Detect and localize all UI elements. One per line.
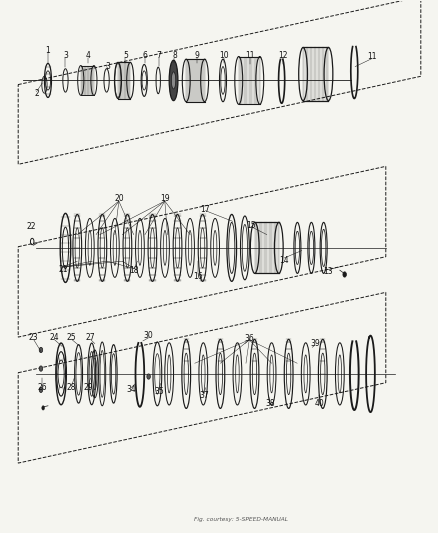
Text: 14: 14 [279, 256, 288, 264]
Text: 4: 4 [85, 51, 91, 60]
Ellipse shape [39, 387, 42, 392]
Text: 1: 1 [46, 46, 50, 55]
Text: 39: 39 [309, 339, 319, 348]
Text: 17: 17 [200, 205, 210, 214]
Text: 16: 16 [193, 272, 203, 280]
Text: 7: 7 [156, 51, 161, 60]
Text: 3: 3 [63, 51, 68, 60]
Text: 24: 24 [49, 333, 59, 342]
Text: 34: 34 [126, 385, 136, 394]
Text: 6: 6 [142, 51, 147, 60]
Text: 37: 37 [199, 391, 208, 400]
Text: 8: 8 [172, 51, 177, 60]
Text: 20: 20 [114, 195, 124, 204]
Ellipse shape [39, 348, 42, 353]
Text: 40: 40 [314, 399, 323, 408]
Text: 5: 5 [123, 51, 127, 60]
Text: 21: 21 [58, 265, 67, 273]
Text: 13: 13 [322, 268, 332, 276]
Text: 9: 9 [194, 51, 199, 60]
Text: 29: 29 [83, 383, 93, 392]
Text: 3: 3 [105, 62, 110, 71]
Text: 19: 19 [159, 195, 169, 204]
Text: 12: 12 [278, 51, 287, 60]
Text: 23: 23 [28, 333, 38, 342]
Ellipse shape [171, 72, 175, 89]
Text: 36: 36 [244, 334, 254, 343]
Text: 11: 11 [245, 51, 254, 60]
Text: 28: 28 [67, 383, 76, 392]
Ellipse shape [42, 406, 44, 410]
Ellipse shape [342, 272, 346, 277]
Text: 35: 35 [154, 387, 164, 396]
Text: 30: 30 [143, 331, 153, 340]
Text: 22: 22 [27, 222, 36, 231]
Text: 25: 25 [67, 333, 76, 342]
Ellipse shape [169, 60, 177, 101]
Text: 2: 2 [34, 88, 39, 98]
Text: Fig. courtesy: 5-SPEED-MANUAL: Fig. courtesy: 5-SPEED-MANUAL [194, 516, 288, 521]
Ellipse shape [147, 374, 150, 379]
Text: 15: 15 [246, 221, 255, 230]
Text: 26: 26 [37, 383, 47, 392]
Text: 10: 10 [219, 51, 228, 60]
Text: 11: 11 [366, 52, 376, 61]
Text: 27: 27 [85, 333, 95, 342]
Ellipse shape [39, 366, 42, 371]
Text: 38: 38 [265, 399, 274, 408]
Text: 18: 18 [129, 266, 138, 275]
